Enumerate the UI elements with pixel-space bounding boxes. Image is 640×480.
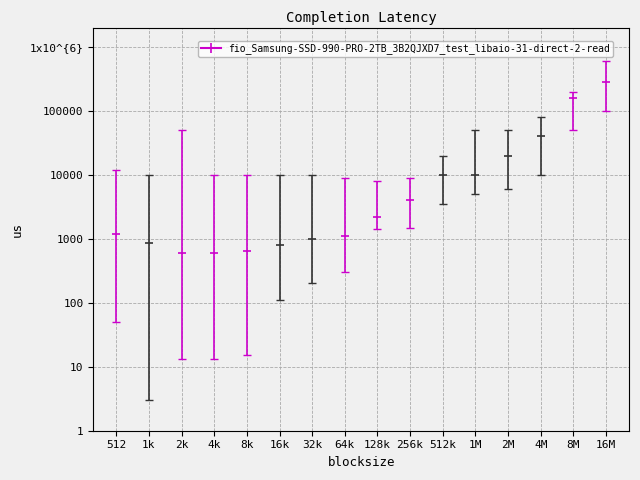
Legend: fio_Samsung-SSD-990-PRO-2TB_3B2QJXD7_test_libaio-31-direct-2-read: fio_Samsung-SSD-990-PRO-2TB_3B2QJXD7_tes…: [198, 41, 613, 57]
X-axis label: blocksize: blocksize: [328, 456, 395, 469]
Y-axis label: us: us: [11, 222, 24, 237]
Title: Completion Latency: Completion Latency: [286, 11, 436, 25]
